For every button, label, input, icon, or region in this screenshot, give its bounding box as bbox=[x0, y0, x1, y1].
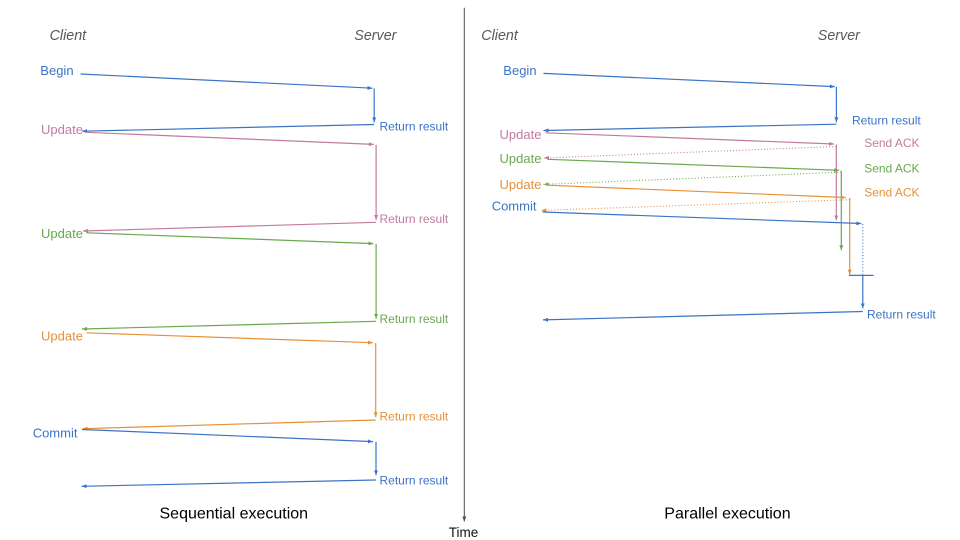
svg-text:Return result: Return result bbox=[867, 308, 936, 322]
svg-text:Update: Update bbox=[41, 122, 83, 137]
svg-text:Parallel execution: Parallel execution bbox=[664, 506, 790, 523]
svg-text:Client: Client bbox=[50, 28, 88, 44]
svg-text:Commit: Commit bbox=[492, 199, 537, 214]
svg-text:Update: Update bbox=[500, 177, 542, 192]
svg-text:Send ACK: Send ACK bbox=[864, 162, 919, 176]
svg-text:Update: Update bbox=[500, 151, 542, 166]
svg-text:Server: Server bbox=[354, 28, 397, 44]
svg-text:Client: Client bbox=[481, 28, 519, 44]
svg-text:Send ACK: Send ACK bbox=[864, 136, 919, 150]
svg-text:Update: Update bbox=[41, 226, 83, 241]
svg-text:Update: Update bbox=[500, 127, 542, 142]
svg-text:Begin: Begin bbox=[40, 63, 73, 78]
svg-text:Return result: Return result bbox=[380, 312, 449, 326]
svg-text:Begin: Begin bbox=[503, 63, 536, 78]
svg-text:Return result: Return result bbox=[852, 113, 921, 127]
svg-text:Sequential execution: Sequential execution bbox=[160, 506, 309, 523]
svg-text:Send ACK: Send ACK bbox=[864, 186, 919, 200]
svg-text:Return result: Return result bbox=[380, 474, 449, 488]
svg-text:Update: Update bbox=[41, 329, 83, 344]
svg-text:Server: Server bbox=[818, 28, 861, 44]
svg-text:Return result: Return result bbox=[380, 120, 449, 134]
svg-text:Return result: Return result bbox=[380, 409, 449, 423]
svg-text:Commit: Commit bbox=[33, 425, 78, 440]
svg-text:Return result: Return result bbox=[380, 212, 449, 226]
svg-text:Time: Time bbox=[449, 525, 479, 540]
